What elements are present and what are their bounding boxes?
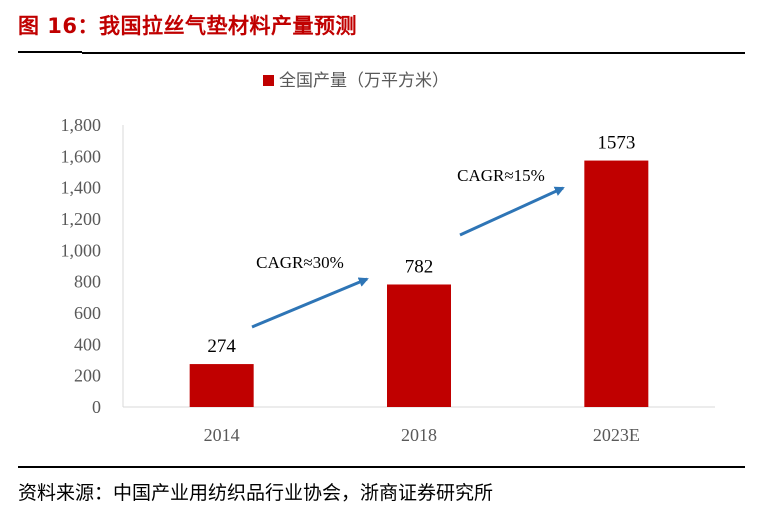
source-rule	[18, 466, 745, 468]
y-tick-label: 1,000	[61, 240, 102, 260]
growth-arrow	[459, 186, 565, 237]
data-label: 1573	[597, 133, 635, 154]
y-tick-label: 1,200	[61, 209, 102, 229]
y-tick-label: 1,400	[61, 178, 102, 198]
x-tick-label: 2018	[401, 425, 437, 445]
title-rule	[82, 52, 745, 54]
y-tick-label: 800	[74, 272, 101, 292]
y-tick-label: 600	[74, 303, 101, 323]
data-label: 782	[405, 256, 434, 277]
source-note: 资料来源：中国产业用纺织品行业协会，浙商证券研究所	[18, 482, 494, 504]
bar-2023E	[584, 160, 649, 407]
x-tick-label: 2014	[204, 425, 240, 445]
cagr-annotation: CAGR≈15%	[457, 166, 545, 185]
bar-2014	[189, 364, 254, 407]
legend-label: 全国产量（万平方米）	[279, 71, 449, 91]
y-tick-label: 1,800	[61, 115, 102, 135]
data-label: 274	[207, 336, 236, 357]
y-tick-label: 1,600	[61, 146, 102, 166]
growth-arrow	[251, 277, 369, 329]
y-tick-label: 400	[74, 334, 101, 354]
cagr-annotation: CAGR≈30%	[256, 253, 344, 272]
y-tick-label: 200	[74, 366, 101, 386]
legend-swatch	[263, 75, 274, 86]
y-tick-label: 0	[92, 397, 101, 417]
bar-2018	[387, 284, 451, 407]
figure-title: 图 16：我国拉丝气垫材料产量预测	[18, 14, 358, 38]
title-rule-left	[18, 51, 82, 53]
x-tick-label: 2023E	[593, 425, 640, 445]
